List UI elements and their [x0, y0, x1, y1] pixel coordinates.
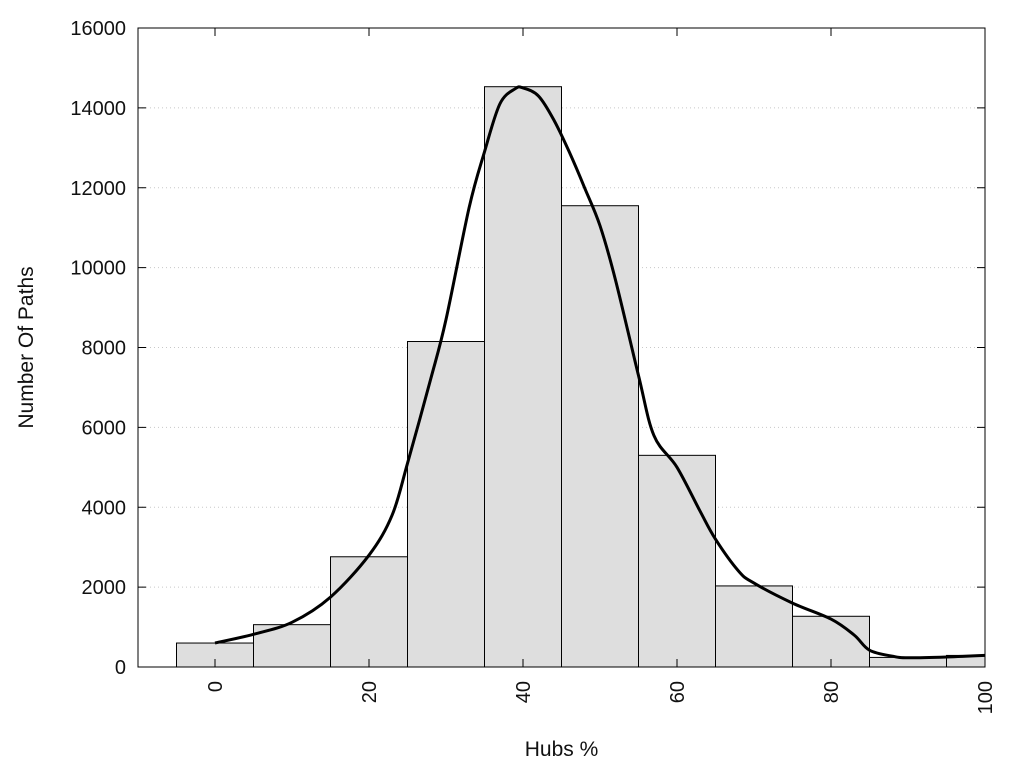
x-tick-label: 20 — [359, 681, 381, 703]
y-tick-label: 2000 — [82, 577, 127, 599]
x-tick-label: 40 — [513, 681, 535, 703]
x-tick-label: 60 — [667, 681, 689, 703]
y-tick-label: 10000 — [70, 258, 126, 280]
x-axis-label: Hubs % — [525, 738, 599, 761]
y-tick-label: 0 — [115, 657, 126, 679]
x-tick-label: 100 — [975, 681, 997, 714]
x-axis-ticks: 0 20 40 60 80 100 — [205, 28, 997, 714]
histogram-bar — [407, 341, 485, 668]
y-tick-label: 12000 — [70, 178, 126, 200]
histogram-bar — [484, 86, 562, 668]
y-tick-label: 6000 — [82, 417, 127, 439]
x-tick-label: 80 — [821, 681, 843, 703]
histogram-bar — [561, 205, 639, 668]
y-tick-label: 16000 — [70, 18, 126, 40]
histogram-bar — [638, 454, 716, 668]
histogram-bar — [792, 615, 870, 668]
histogram-bar — [330, 556, 408, 668]
y-tick-label: 8000 — [82, 338, 127, 360]
histogram-bar — [715, 585, 793, 668]
y-tick-label: 14000 — [70, 98, 126, 120]
y-axis-ticks: 0 2000 4000 6000 8000 10000 12000 14000 16000 — [70, 18, 985, 679]
y-tick-label: 4000 — [82, 497, 127, 519]
y-axis-label: Number Of Paths — [15, 266, 38, 428]
x-tick-label: 0 — [205, 681, 227, 692]
density-curve — [214, 85, 986, 660]
